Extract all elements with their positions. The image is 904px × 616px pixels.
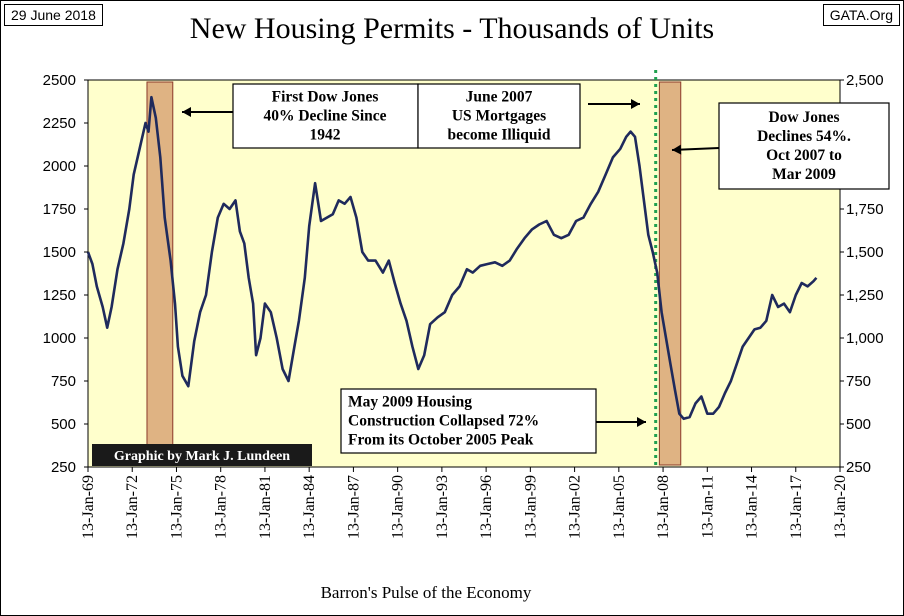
annotation-box-3 (718, 102, 890, 190)
x-tick-label: 13-Jan-90 (390, 475, 407, 539)
annotation-text-3: Mar 2009 (772, 166, 836, 183)
x-tick-label: 13-Jan-11 (699, 475, 716, 538)
y-tick-left-label: 2000 (43, 158, 76, 175)
date-label: 29 June 2018 (4, 4, 103, 26)
source-label: GATA.Org (822, 4, 900, 26)
x-tick-label: 13-Jan-20 (832, 475, 849, 539)
y-tick-right-label: 250 (846, 459, 871, 476)
annotation-text-3: Oct 2007 to (766, 147, 842, 164)
shaded-period-2 (658, 81, 682, 466)
x-tick-label: 13-Jan-08 (655, 475, 672, 539)
chart-title: New Housing Permits - Thousands of Units (189, 12, 715, 45)
x-tick-label: 13-Jan-93 (434, 475, 451, 539)
annotation-arrowhead-2 (631, 99, 640, 109)
annotation-arrowhead-3 (672, 144, 682, 155)
x-tick-label: 13-Jan-05 (611, 475, 628, 539)
credit-text: Graphic by Mark J. Lundeen (114, 449, 290, 464)
y-tick-left-label: 2250 (43, 115, 76, 132)
y-tick-left-label: 250 (51, 459, 76, 476)
annotation-text-2: June 2007 (466, 89, 533, 106)
y-tick-right-label: 2,500 (846, 72, 884, 89)
annotation-text-4: May 2009 Housing (348, 394, 472, 411)
annotation-text-4: Construction Collapsed 72% (348, 413, 539, 430)
annotation-arrowhead-1 (182, 107, 191, 117)
annotation-text-4: From its October 2005 Peak (348, 432, 534, 449)
credit-box (92, 444, 312, 466)
annotation-text-2: become Illiquid (448, 127, 551, 144)
annotation-text-3: Dow Jones (768, 109, 839, 126)
y-tick-left-label: 1500 (43, 244, 76, 261)
x-tick-label: 13-Jan-81 (257, 475, 274, 539)
annotation-text-1: 40% Decline Since (263, 108, 386, 125)
y-tick-right-label: 1,750 (846, 201, 884, 218)
annotation-text-3: Declines 54%. (757, 128, 851, 145)
y-tick-right-label: 1,000 (846, 330, 884, 347)
permits-series-line (86, 95, 818, 421)
y-tick-left-label: 500 (51, 416, 76, 433)
annotation-box-1 (232, 83, 419, 149)
annotation-text-1: First Dow Jones (272, 89, 379, 106)
y-tick-left-label: 1750 (43, 201, 76, 218)
y-tick-right-label: 750 (846, 373, 871, 390)
x-tick-label: 13-Jan-87 (345, 475, 362, 539)
annotation-arrowhead-4 (637, 417, 646, 427)
x-tick-label: 13-Jan-84 (301, 475, 318, 539)
shaded-period-1 (146, 81, 174, 466)
x-tick-label: 13-Jan-75 (168, 475, 185, 539)
y-tick-right-label: 500 (846, 416, 871, 433)
y-tick-right-label: 1,500 (846, 244, 884, 261)
x-tick-label: 13-Jan-02 (567, 475, 584, 539)
y-tick-left-label: 750 (51, 373, 76, 390)
x-tick-label: 13-Jan-17 (788, 475, 805, 539)
x-tick-label: 13-Jan-99 (522, 475, 539, 539)
x-axis-label: Barron's Pulse of the Economy (320, 583, 532, 602)
annotation-box-4 (340, 388, 597, 454)
x-tick-label: 13-Jan-69 (80, 475, 97, 539)
annotation-text-2: US Mortgages (452, 108, 546, 125)
y-tick-right-label: 1,250 (846, 287, 884, 304)
annotation-text-1: 1942 (310, 127, 341, 144)
x-tick-label: 13-Jan-14 (744, 475, 761, 539)
x-tick-label: 13-Jan-72 (124, 475, 141, 539)
x-tick-label: 13-Jan-78 (213, 475, 230, 539)
y-tick-left-label: 1250 (43, 287, 76, 304)
y-tick-left-label: 2500 (43, 72, 76, 89)
annotation-box-2 (417, 83, 581, 149)
x-tick-label: 13-Jan-96 (478, 475, 495, 539)
y-tick-left-label: 1000 (43, 330, 76, 347)
